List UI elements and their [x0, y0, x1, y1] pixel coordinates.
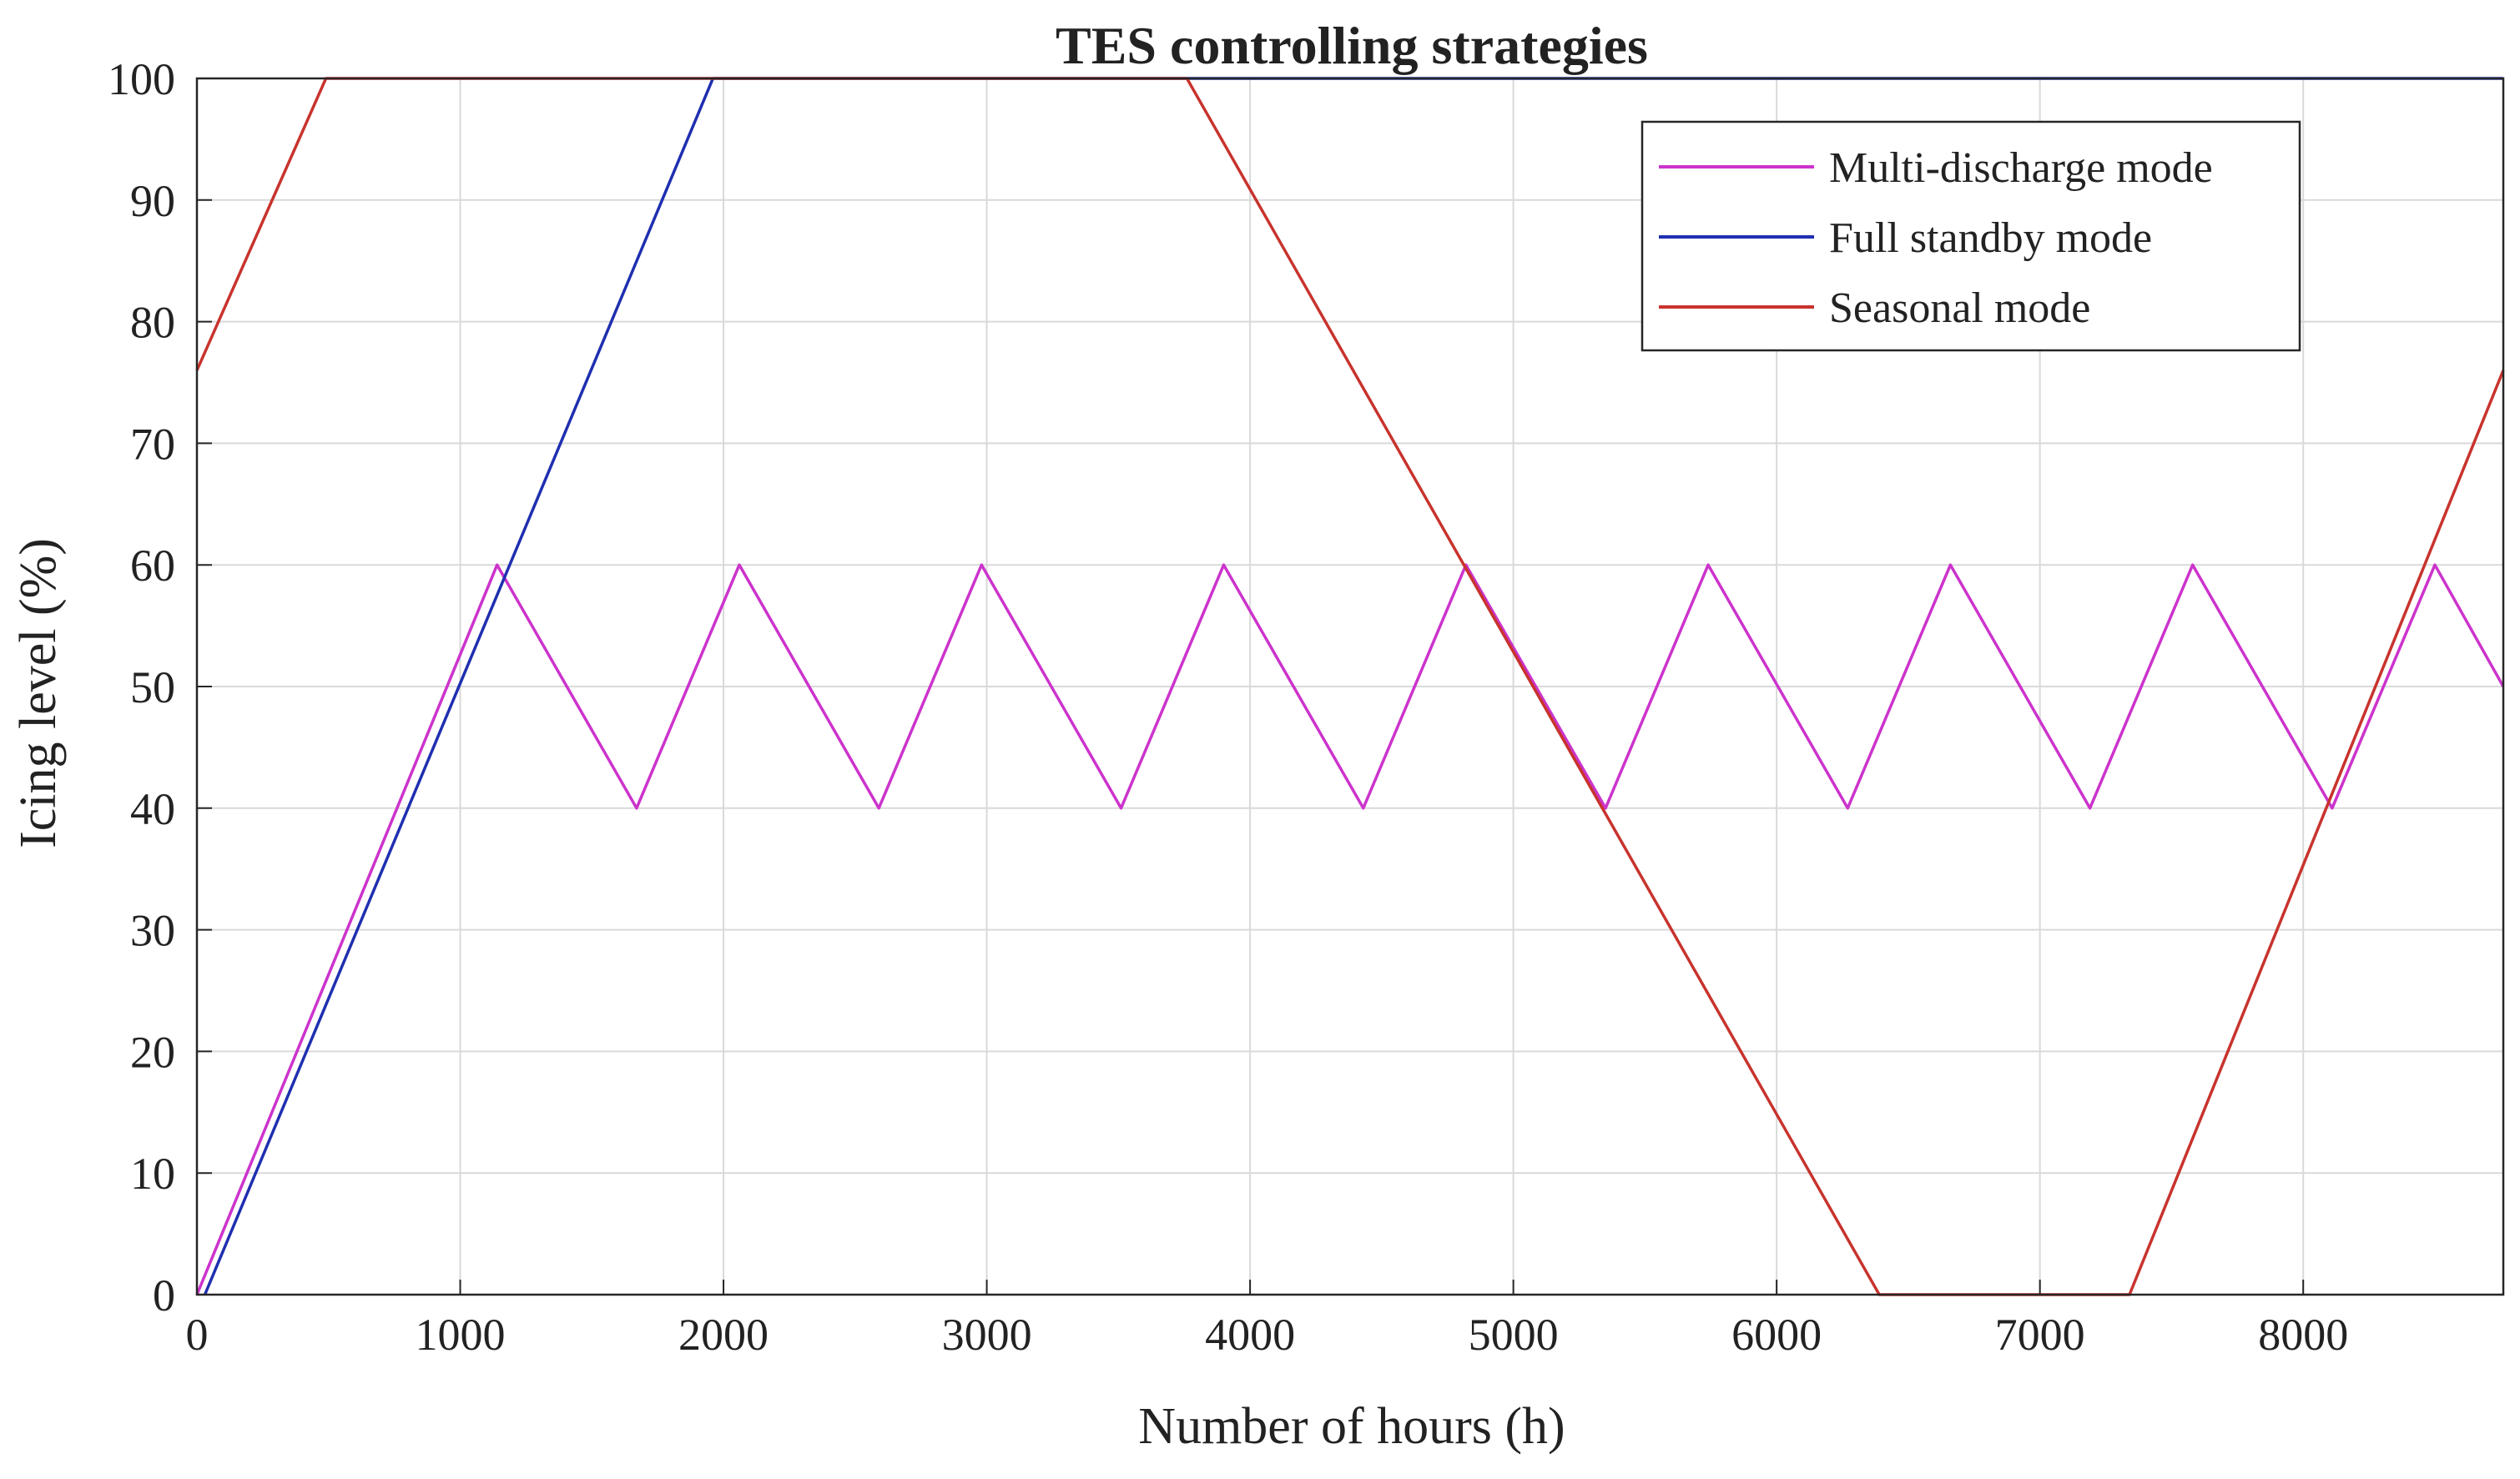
axis-ticks: 0 1000 2000 3000 4000 5000 6000 7000 8000 0 10 20 30…	[108, 54, 2348, 1360]
x-tick-label: 4000	[1205, 1310, 1295, 1360]
y-tick-label: 80	[130, 298, 175, 348]
chart-title: TES controlling strategies	[1056, 16, 1648, 75]
y-tick-label: 100	[108, 54, 175, 104]
x-tick-label: 7000	[1995, 1310, 2085, 1360]
x-tick-label: 6000	[1731, 1310, 1822, 1360]
y-tick-label: 50	[130, 662, 175, 712]
x-tick-label: 5000	[1469, 1310, 1559, 1360]
y-tick-label: 0	[153, 1270, 175, 1321]
legend-label: Seasonal mode	[1829, 284, 2090, 332]
legend: Multi-discharge mode Full standby mode Sea…	[1641, 120, 2301, 352]
y-tick-label: 30	[130, 906, 175, 956]
y-tick-label: 40	[130, 784, 175, 834]
y-tick-label: 10	[130, 1149, 175, 1199]
legend-label: Multi-discharge mode	[1829, 144, 2213, 192]
x-tick-label: 1000	[416, 1310, 506, 1360]
y-tick-label: 20	[130, 1027, 175, 1077]
y-axis-title: Icing level (%)	[10, 538, 67, 848]
series-line-1	[195, 563, 2505, 1295]
y-tick-label: 90	[130, 176, 175, 226]
x-tick-label: 0	[186, 1310, 209, 1360]
x-tick-label: 8000	[2258, 1310, 2348, 1360]
legend-label: Full standby mode	[1829, 214, 2152, 262]
y-tick-label: 70	[130, 419, 175, 469]
series-line-3	[195, 77, 2505, 1296]
x-axis-title: Number of hours (h)	[1138, 1398, 1565, 1455]
y-tick-label: 60	[130, 541, 175, 591]
x-tick-label: 2000	[678, 1310, 769, 1360]
x-tick-label: 3000	[942, 1310, 1032, 1360]
